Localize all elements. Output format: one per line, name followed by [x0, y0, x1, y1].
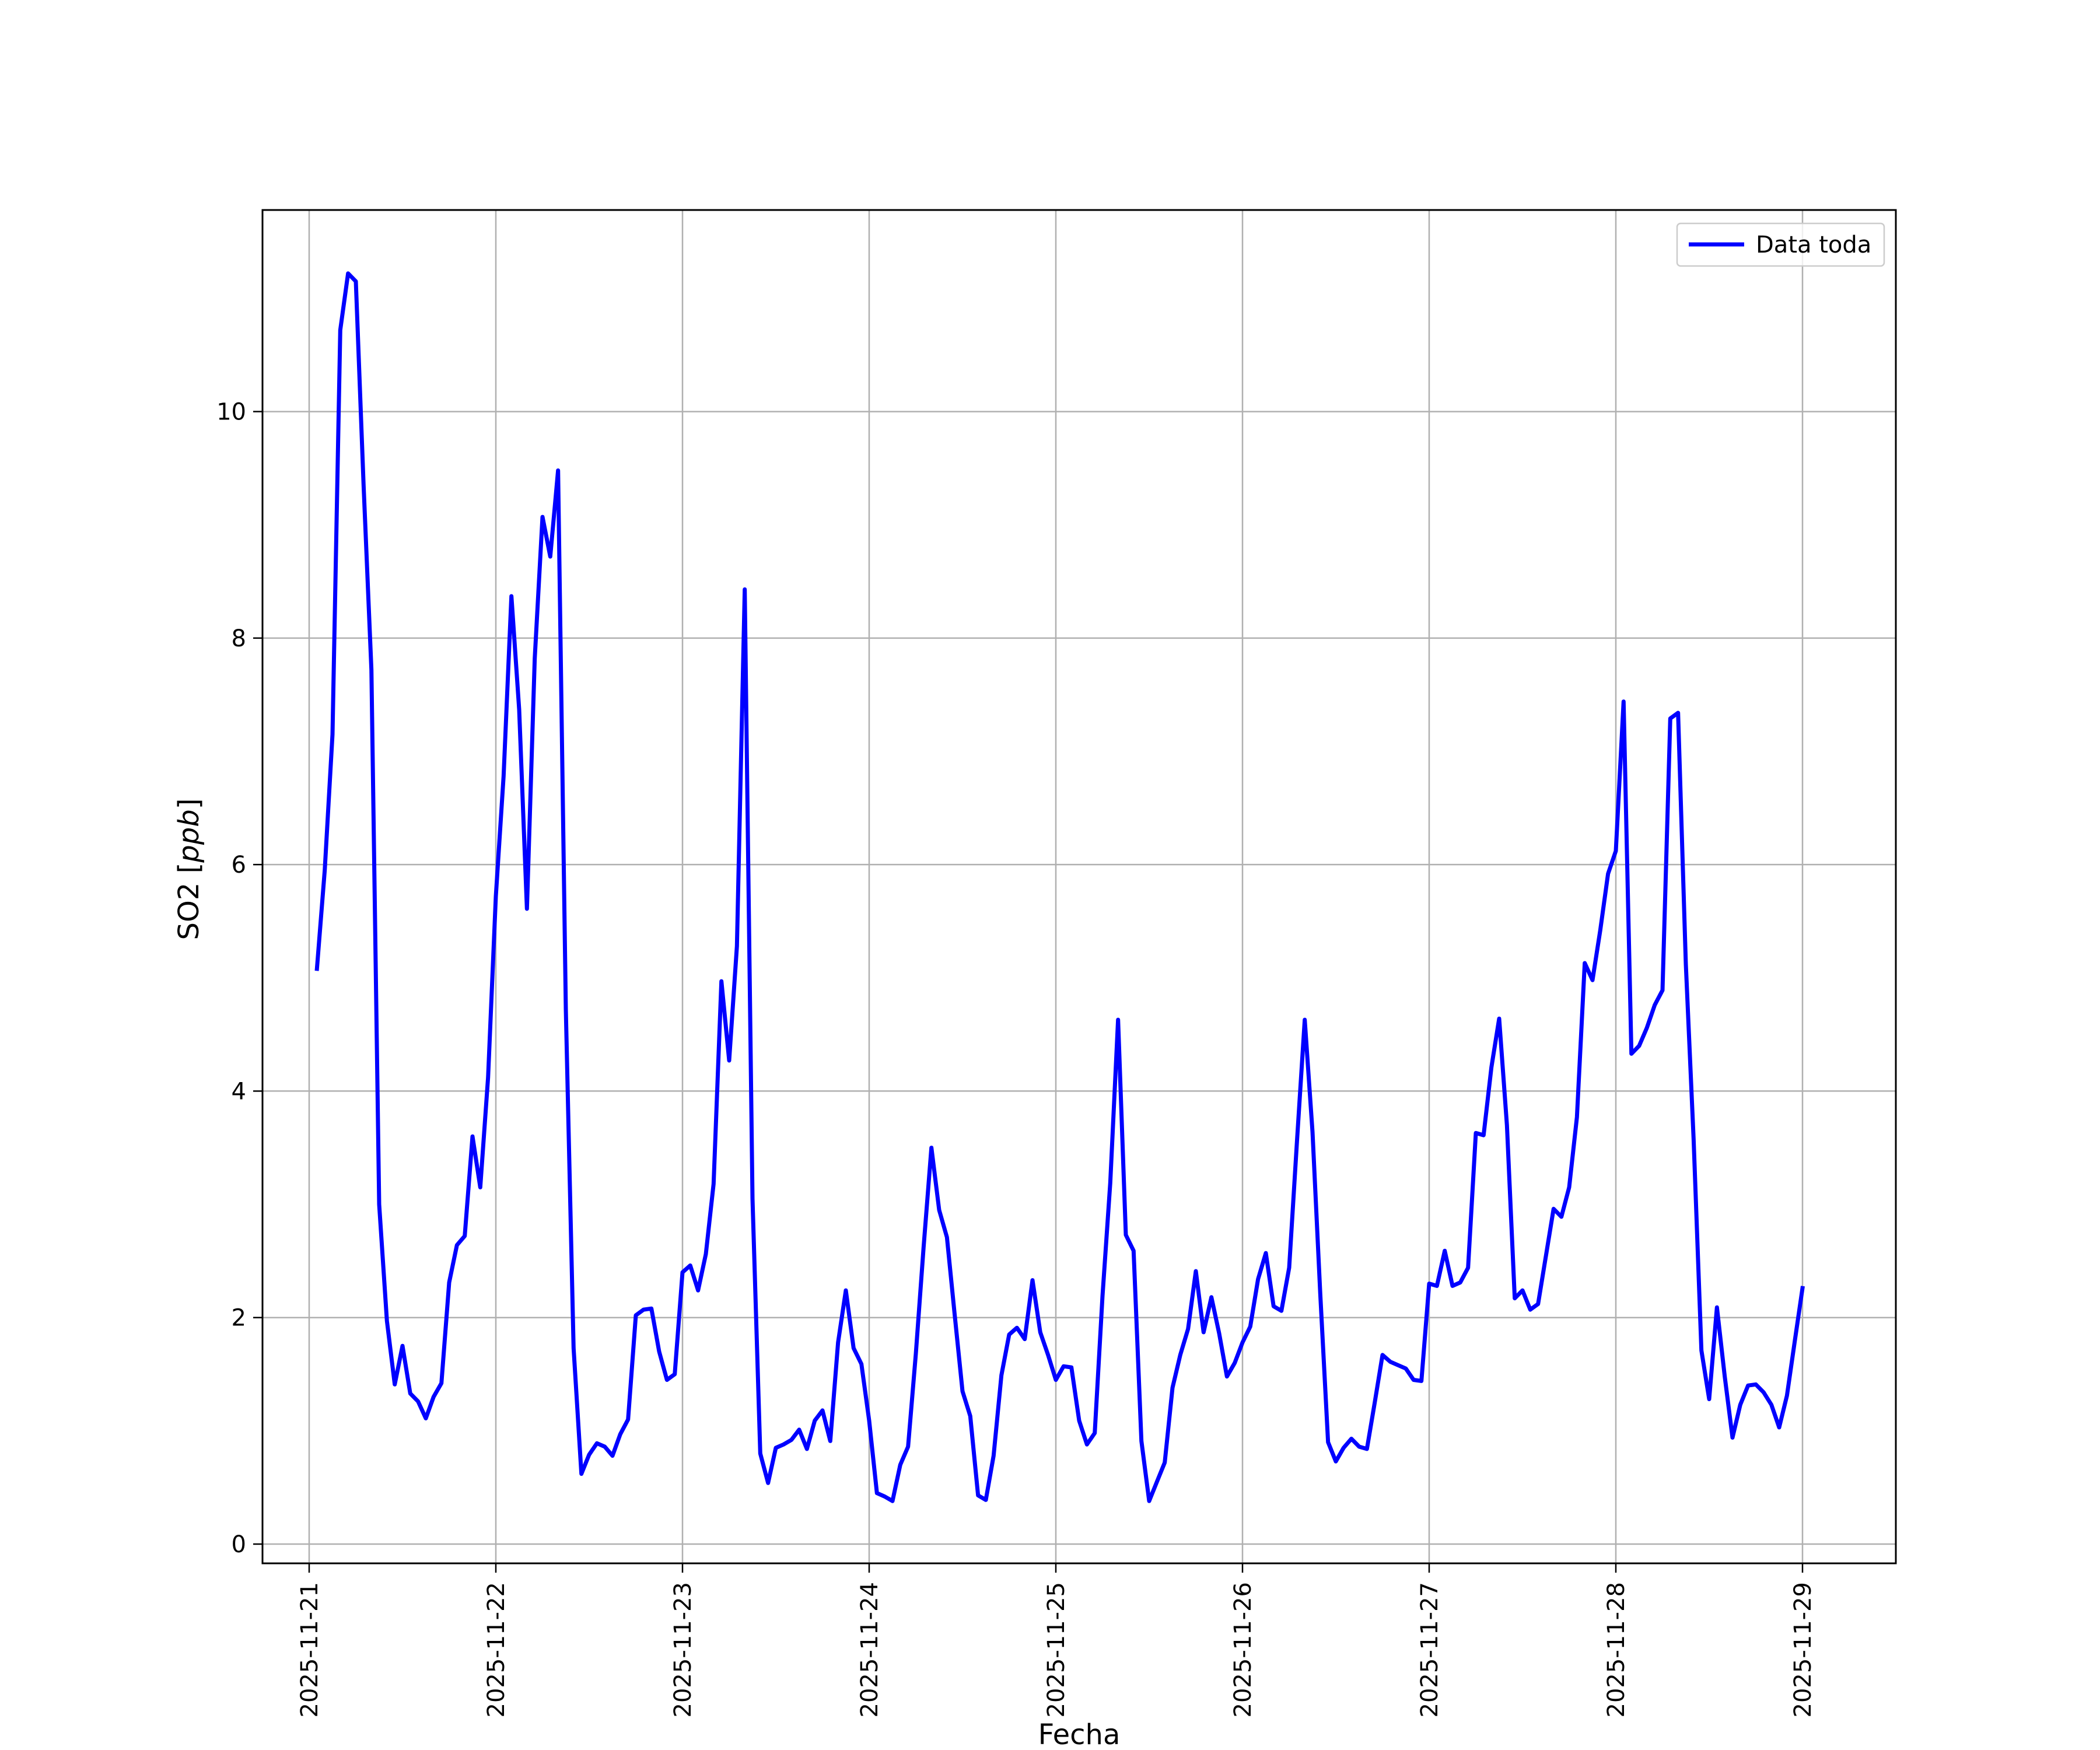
x-tick-label: 2025-11-22 — [483, 1582, 510, 1717]
y-axis-label-suffix: ] — [173, 799, 205, 810]
axis-ticks — [253, 411, 1804, 1573]
y-tick-label: 10 — [216, 399, 246, 426]
y-axis-label-unit: ppb — [173, 809, 205, 863]
x-tick-label: 2025-11-24 — [856, 1582, 883, 1717]
x-tick-label: 2025-11-26 — [1230, 1582, 1256, 1717]
y-tick-label: 4 — [232, 1078, 246, 1105]
legend: Data toda — [1676, 222, 1885, 267]
x-tick-label: 2025-11-21 — [296, 1582, 323, 1717]
plot-frame — [261, 209, 1897, 1564]
axis-tick-labels: 2025-11-21 2025-11-22 2025-11-23 2025-11-24… — [216, 399, 1817, 1718]
y-axis-label: SO2 [ppb] — [173, 799, 205, 940]
legend-label-data-toda: Data toda — [1756, 232, 1871, 258]
x-axis-label: Fecha — [1038, 1718, 1121, 1750]
y-tick-label: 8 — [232, 625, 246, 652]
x-tick-label: 2025-11-28 — [1603, 1582, 1630, 1717]
series-line-data-toda — [314, 271, 1805, 1503]
y-axis-label-prefix: SO2 [ — [173, 863, 205, 940]
grid — [262, 210, 1896, 1563]
x-tick-label: 2025-11-25 — [1043, 1582, 1070, 1717]
legend-box — [1676, 222, 1885, 267]
x-tick-label: 2025-11-27 — [1416, 1582, 1443, 1717]
y-tick-label: 2 — [232, 1305, 246, 1332]
x-tick-label: 2025-11-23 — [670, 1582, 696, 1717]
y-tick-label: 6 — [232, 852, 246, 878]
y-tick-label: 0 — [232, 1531, 246, 1558]
x-tick-label: 2025-11-29 — [1790, 1582, 1817, 1717]
